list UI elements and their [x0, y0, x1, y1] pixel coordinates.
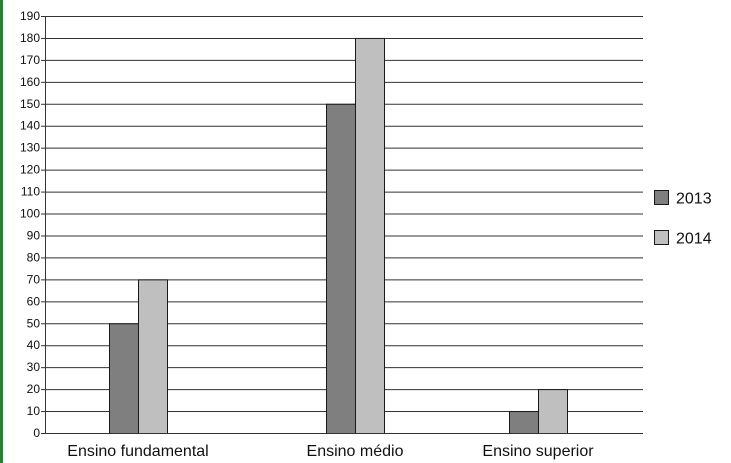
y-tick-label: 150 — [20, 97, 40, 111]
bar-2014-1 — [355, 37, 385, 435]
bar-2013-1 — [326, 103, 356, 435]
bar-2013-2 — [509, 411, 539, 435]
y-tick-label: 60 — [27, 294, 41, 308]
y-tick-label: 90 — [27, 228, 41, 242]
x-category-label: Ensino fundamental — [67, 443, 208, 460]
y-tick-label: 70 — [27, 272, 41, 286]
y-tick-label: 80 — [27, 250, 41, 264]
bar-chart: 0 10 20 30 40 50 60 70 80 90 100 110 120 130 140 150 160… — [20, 9, 712, 460]
legend-swatch-2013 — [654, 190, 669, 205]
y-tick-label: 140 — [20, 119, 40, 133]
y-tick-label: 30 — [27, 360, 41, 374]
legend-swatch-2014 — [654, 230, 669, 245]
bar-2014-0 — [138, 279, 168, 434]
y-tick-label: 20 — [27, 382, 41, 396]
y-tick-label: 0 — [33, 426, 40, 440]
y-tick-label: 10 — [27, 404, 41, 418]
y-tick-label: 130 — [20, 141, 40, 155]
y-tick-label: 160 — [20, 75, 40, 89]
y-tick-label: 100 — [20, 207, 40, 221]
y-tick-label: 180 — [20, 31, 40, 45]
legend-label-2013: 2013 — [676, 191, 712, 208]
y-tick-label: 110 — [21, 185, 40, 199]
bars — [109, 37, 568, 435]
y-tick-label: 50 — [27, 316, 41, 330]
y-tick-label: 190 — [20, 9, 40, 23]
y-tick-label: 40 — [27, 338, 41, 352]
y-tick-label: 120 — [20, 163, 40, 177]
x-axis-labels: Ensino fundamental Ensino médio Ensino sup… — [67, 443, 594, 460]
y-axis-ticks: 0 10 20 30 40 50 60 70 80 90 100 110 120 130 140 150 160… — [20, 9, 45, 440]
bar-2013-0 — [109, 323, 139, 434]
legend-label-2014: 2014 — [676, 231, 712, 248]
y-tick-label: 170 — [20, 53, 40, 67]
x-category-label: Ensino médio — [307, 443, 404, 460]
bar-2014-2 — [538, 389, 568, 434]
legend: 2013 2014 — [654, 190, 712, 248]
axes — [45, 16, 643, 434]
x-category-label: Ensino superior — [482, 443, 594, 460]
